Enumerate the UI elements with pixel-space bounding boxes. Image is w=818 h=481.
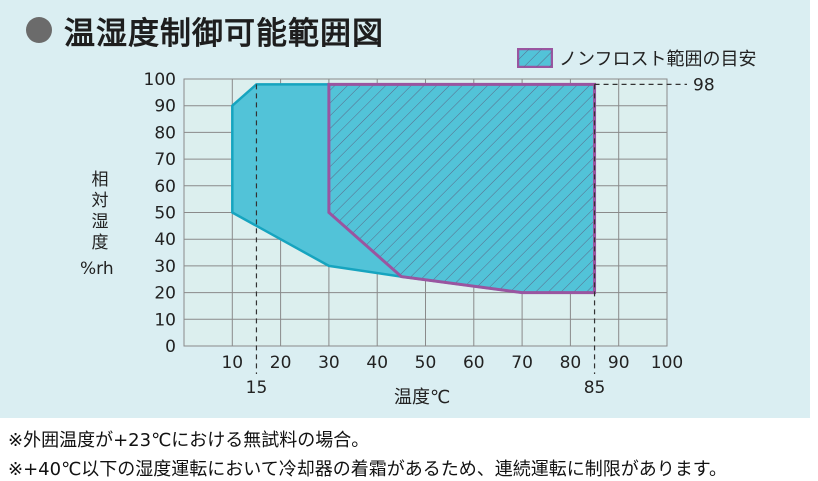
x-tick-label: 50 [415, 353, 437, 373]
y-tick-label: 50 [154, 204, 176, 224]
y-tick-label: 90 [154, 97, 176, 117]
y-tick-label: 30 [154, 257, 176, 277]
y-tick-label: 10 [154, 310, 176, 330]
footnote-2: ※+40℃以下の湿度運転において冷却器の着霜があるため、連続運転に制限があります… [8, 459, 727, 480]
x-tick-label: 70 [511, 353, 533, 373]
y-axis-label: 相対湿度 [91, 170, 109, 253]
x-tick-label: 60 [463, 353, 485, 373]
x-tick-label: 80 [560, 353, 582, 373]
y-tick-label: 60 [154, 177, 176, 197]
x-axis-label: 温度℃ [394, 387, 451, 408]
chart-title: 温湿度制御可能範囲図 [26, 8, 384, 52]
legend-label: ノンフロスト範囲の目安 [559, 49, 757, 70]
x-tick-label: 40 [366, 353, 388, 373]
y-tick-label: 0 [165, 337, 176, 357]
plot-border [183, 78, 668, 347]
nonfrost-hatch-area [328, 84, 595, 293]
title-text: 温湿度制御可能範囲図 [64, 15, 384, 52]
reference-label-x: 15 [246, 378, 268, 398]
x-tick-label: 20 [270, 353, 292, 373]
y-tick-label: 20 [154, 284, 176, 304]
y-axis-unit: %rh [80, 259, 114, 279]
y-tick-label: 80 [154, 123, 176, 143]
x-tick-label: 90 [608, 353, 630, 373]
x-tick-label: 100 [651, 353, 683, 373]
y-tick-label: 40 [154, 230, 176, 250]
reference-label-x: 85 [584, 378, 606, 398]
y-tick-label: 100 [144, 70, 176, 90]
bullet-dot-icon [26, 17, 52, 43]
x-tick-label: 30 [318, 353, 340, 373]
reference-label-y: 98 [693, 75, 715, 95]
footnote-1: ※外囲温度が+23℃における無試料の場合。 [8, 430, 370, 451]
y-tick-label: 70 [154, 150, 176, 170]
x-tick-label: 10 [221, 353, 243, 373]
legend: ノンフロスト範囲の目安 [517, 45, 756, 71]
legend-hatch-swatch-icon [517, 48, 553, 68]
